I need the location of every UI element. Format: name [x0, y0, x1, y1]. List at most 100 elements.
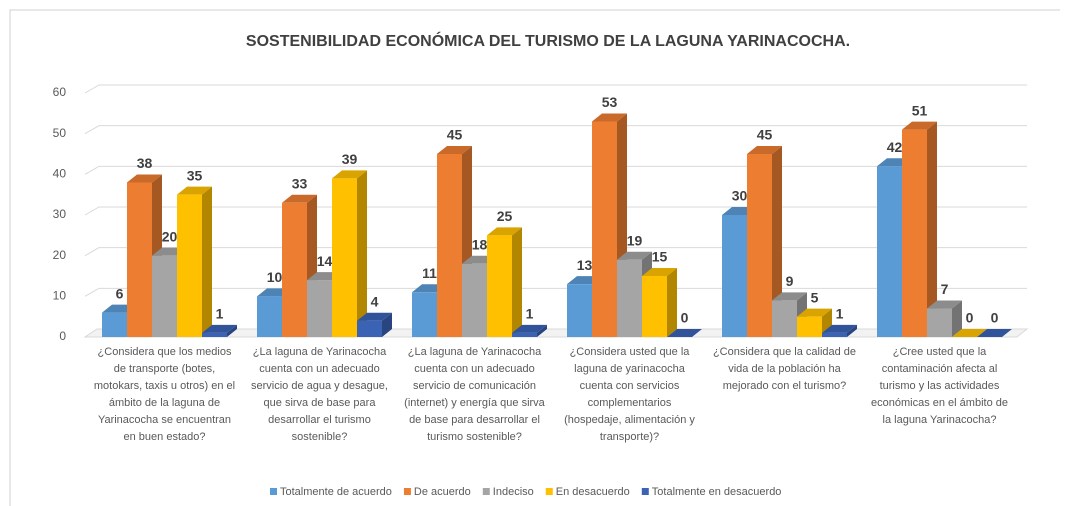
bar-top [822, 324, 857, 333]
data-label: 6 [116, 285, 124, 301]
bar [177, 194, 202, 337]
bar-side [847, 324, 857, 337]
grid-line [84, 206, 1027, 216]
grid-line [84, 84, 1027, 94]
data-label: 14 [317, 253, 333, 269]
x-tick-label: ¿La laguna de Yarinacocha cuenta con un … [251, 346, 388, 443]
bar [772, 300, 797, 337]
bar-top [437, 146, 472, 154]
bar-top [747, 146, 782, 154]
legend-swatch [270, 488, 277, 495]
bar [127, 182, 152, 337]
bar-top [487, 227, 522, 236]
grid-line [84, 287, 1027, 297]
bar [797, 316, 822, 337]
data-label: 33 [292, 176, 308, 192]
bar [202, 332, 227, 337]
data-label: 45 [447, 127, 463, 143]
bar-side [512, 227, 522, 337]
legend-swatch [482, 488, 490, 495]
x-tick-label: ¿Cree usted que la contaminación afecta … [871, 346, 1008, 426]
bar-top [667, 329, 702, 337]
legend-label: De acuerdo [414, 486, 471, 498]
bar [487, 235, 512, 337]
data-label: 39 [342, 151, 358, 167]
data-label: 20 [162, 228, 178, 244]
y-tick-label: 0 [59, 329, 66, 343]
data-label: 35 [187, 167, 203, 183]
bar-side [772, 146, 782, 337]
data-label: 18 [472, 237, 488, 253]
x-tick-label: ¿Considera que la calidad de vida de la … [712, 346, 857, 392]
legend-swatch [641, 488, 649, 495]
grid-line [84, 165, 1027, 175]
bar [257, 296, 282, 337]
chart-frame [9, 9, 1060, 506]
bar [307, 280, 332, 337]
data-label: 5 [811, 289, 819, 305]
bar [332, 178, 357, 337]
legend-label: Totalmente en desacuerdo [652, 486, 782, 498]
bar [747, 154, 772, 337]
data-label: 1 [216, 306, 224, 322]
legend: Totalmente de acuerdo De acuerdo Indeciso E… [270, 486, 781, 498]
x-label-box: ¿La laguna de Yarinacocha cuenta con un … [404, 346, 545, 443]
bar [567, 284, 592, 337]
bar-top [952, 329, 987, 337]
bar-side [667, 268, 677, 337]
bar-top [797, 308, 832, 317]
bar-side [227, 324, 237, 337]
bar [822, 332, 847, 337]
bar-top [357, 312, 392, 321]
y-tick-label: 20 [53, 248, 67, 262]
x-label-box: ¿Considera usted que la laguna de yarina… [564, 346, 695, 443]
data-label: 7 [941, 281, 949, 297]
legend-swatch [545, 488, 553, 495]
data-label: 4 [371, 293, 379, 309]
bar [437, 154, 462, 337]
chart-title: SOSTENIBILIDAD ECONÓMICA DEL TURISMO DE … [246, 31, 850, 50]
data-label: 1 [526, 306, 534, 322]
data-label: 53 [602, 94, 618, 110]
legend-label: En desacuerdo [556, 486, 630, 498]
data-label: 11 [422, 265, 437, 281]
bar [512, 332, 537, 337]
x-label-box: ¿Cree usted que la contaminación afecta … [871, 346, 1008, 426]
data-label: 19 [627, 232, 643, 248]
data-label: 15 [652, 249, 668, 265]
bar-top [177, 186, 212, 195]
data-label: 0 [966, 310, 974, 326]
y-tick-label: 10 [53, 289, 67, 303]
y-tick-label: 30 [53, 207, 67, 221]
bar-top [902, 121, 937, 130]
data-label: 38 [137, 155, 153, 171]
data-label: 42 [887, 139, 903, 155]
bar [357, 320, 382, 337]
x-tick-label: ¿Considera que los medios de transporte … [93, 346, 236, 443]
data-label: 30 [732, 188, 748, 204]
bar-top [592, 113, 627, 122]
x-label-box: ¿Considera que los medios de transporte … [93, 346, 236, 443]
bar [152, 255, 177, 337]
data-label: 25 [497, 208, 513, 224]
bar-top [977, 329, 1012, 337]
y-tick-label: 40 [53, 167, 67, 181]
bar-side [382, 312, 392, 337]
bar [282, 202, 307, 337]
grid-line [84, 125, 1027, 135]
bar-top [282, 194, 317, 203]
bar [927, 308, 952, 337]
bar-top [772, 292, 807, 301]
bar [412, 292, 437, 337]
legend-label: Indeciso [493, 486, 534, 498]
bar [902, 129, 927, 337]
bar [592, 121, 617, 337]
x-label-box: ¿Considera que la calidad de vida de la … [712, 346, 857, 392]
bar-top [642, 268, 677, 276]
bar [102, 312, 127, 337]
bar-side [537, 324, 547, 337]
data-label: 13 [577, 257, 593, 273]
bar-top [202, 324, 237, 333]
data-label: 45 [757, 127, 773, 143]
